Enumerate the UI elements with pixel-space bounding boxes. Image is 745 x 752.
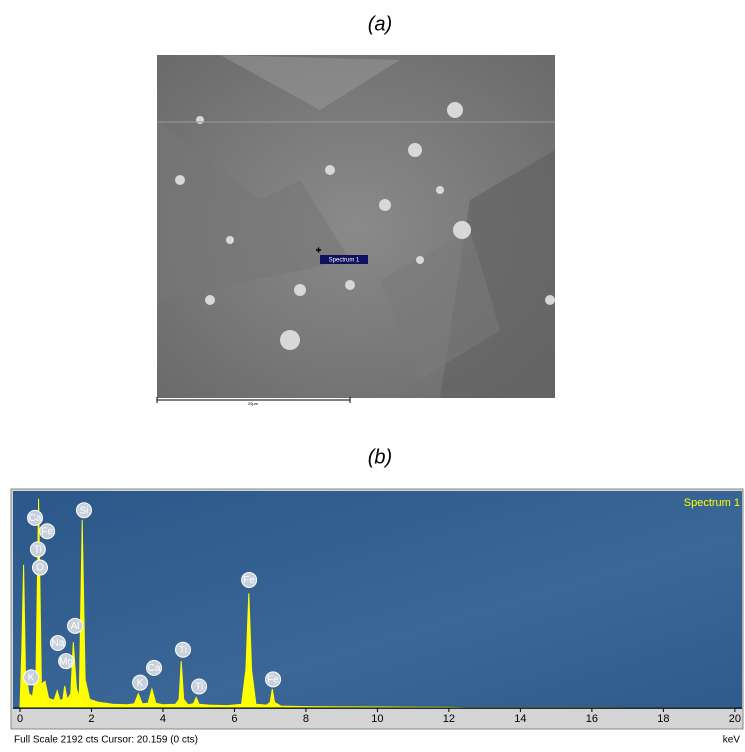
x-tick-label: 14 xyxy=(514,713,526,725)
peak-badge xyxy=(146,659,163,676)
x-tick-label: 12 xyxy=(443,713,455,725)
peak-label: Fe xyxy=(267,674,279,685)
footer: Full Scale 2192 cts Cursor: 20.159 (0 ct… xyxy=(14,735,198,746)
panel-label: (a) xyxy=(368,13,392,35)
x-tick-label: 16 xyxy=(586,713,598,725)
peak-badge xyxy=(132,674,149,691)
x-tick-label: 6 xyxy=(231,713,237,725)
peak-label: Fe xyxy=(243,575,255,586)
x-tick-label: 8 xyxy=(303,713,309,725)
peak-label: Na xyxy=(51,638,64,649)
peak-badge xyxy=(67,617,84,634)
peak-badge xyxy=(29,541,46,558)
x-tick-label: 10 xyxy=(371,713,383,725)
x-tick-label: 2 xyxy=(88,713,94,725)
peak-badge xyxy=(58,653,75,670)
peak-label: Fe xyxy=(41,526,53,537)
peak-badge xyxy=(241,571,258,588)
peak-label: Ti xyxy=(34,545,42,556)
peak-label: K xyxy=(137,678,144,689)
peak-badge xyxy=(32,559,49,576)
x-tick-label: 4 xyxy=(160,713,166,725)
peak-badge xyxy=(265,671,282,688)
peak-badge xyxy=(75,502,92,519)
legend: Spectrum 1 xyxy=(684,497,740,509)
peak-badge xyxy=(27,509,44,526)
peak-label: Ti xyxy=(195,682,203,693)
peak-badge xyxy=(39,523,56,540)
peak-badge xyxy=(191,678,208,695)
plot-area xyxy=(13,491,742,709)
peak-label: Ca xyxy=(148,663,161,674)
peak-label: Si xyxy=(80,505,89,516)
spectrum-line xyxy=(19,498,735,709)
peak-badge xyxy=(174,641,191,658)
x-tick-label: 0 xyxy=(17,713,23,725)
peak-label: Ti xyxy=(179,645,187,656)
scale-bar-label: 20µm xyxy=(248,401,259,406)
peak-label: K xyxy=(28,673,35,684)
peak-label: O xyxy=(36,563,44,574)
x-axis-label: keV xyxy=(723,735,741,746)
panel-label: (b) xyxy=(368,446,392,468)
peak-badge xyxy=(49,635,66,652)
peak-label: Mg xyxy=(59,656,73,667)
marker-label: Spectrum 1 xyxy=(329,258,360,264)
spectrum: 0 2 4 6 8 10 12 14 16 18 20 Ca Fe Ti O Si Al Na Mg K K Ca Ti Ti… xyxy=(13,497,742,746)
sem-image: Spectrum 1 20µm xyxy=(156,55,555,406)
peak-badge xyxy=(23,669,40,686)
x-tick-label: 18 xyxy=(657,713,669,725)
peak-label: Al xyxy=(71,621,80,632)
peak-label: Ca xyxy=(29,513,42,524)
x-tick-label: 20 xyxy=(729,713,741,725)
